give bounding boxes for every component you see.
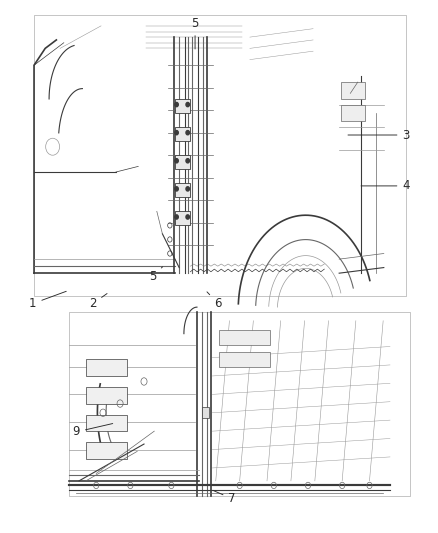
- Circle shape: [175, 215, 178, 219]
- Circle shape: [175, 131, 178, 135]
- Bar: [341, 82, 365, 99]
- Circle shape: [186, 187, 190, 191]
- Text: 2: 2: [89, 294, 107, 310]
- Text: 3: 3: [348, 128, 410, 141]
- Bar: [175, 155, 191, 169]
- Bar: [202, 407, 209, 418]
- Circle shape: [175, 187, 178, 191]
- Bar: [69, 312, 410, 496]
- Text: 1: 1: [29, 292, 66, 310]
- Bar: [219, 330, 270, 345]
- Text: 4: 4: [361, 180, 410, 192]
- Bar: [175, 212, 191, 225]
- Circle shape: [175, 159, 178, 163]
- Bar: [341, 104, 365, 122]
- Text: 5: 5: [149, 267, 162, 282]
- Bar: [175, 183, 191, 197]
- Text: 9: 9: [73, 424, 113, 439]
- Bar: [219, 352, 270, 367]
- Bar: [175, 99, 191, 113]
- Bar: [175, 127, 191, 141]
- Circle shape: [175, 102, 178, 107]
- Text: 7: 7: [213, 490, 236, 505]
- Circle shape: [186, 215, 190, 219]
- Circle shape: [186, 159, 190, 163]
- Bar: [34, 14, 406, 296]
- Text: 5: 5: [191, 17, 199, 49]
- Bar: [86, 387, 127, 403]
- Bar: [86, 415, 127, 431]
- Bar: [86, 359, 127, 376]
- Circle shape: [186, 131, 190, 135]
- Bar: [86, 442, 127, 459]
- Text: 6: 6: [207, 292, 222, 310]
- Circle shape: [186, 102, 190, 107]
